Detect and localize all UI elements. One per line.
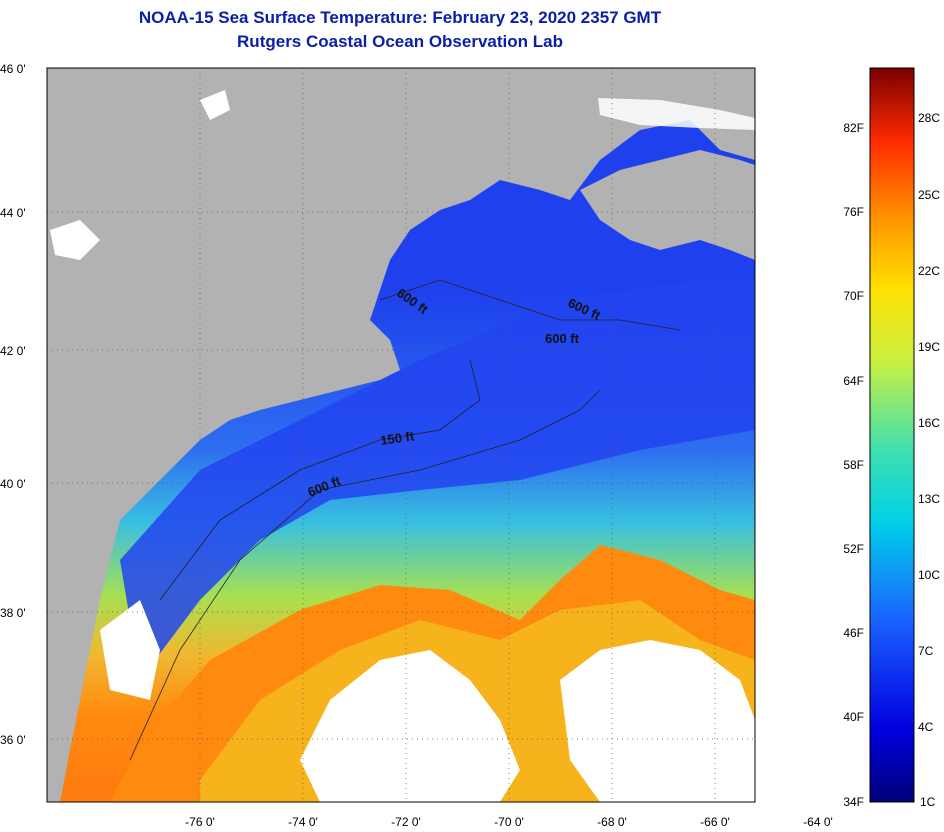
- contour-label: 150 ft: [379, 428, 415, 448]
- latitude-label: 40 0': [0, 477, 26, 491]
- colorbar-label-c: 19C: [918, 340, 940, 354]
- snow-patch: [200, 90, 230, 120]
- gulf-of-st-lawrence-ice: [598, 98, 755, 130]
- longitude-label: -64 0': [803, 815, 833, 829]
- colorbar-label-f: 40F: [843, 710, 864, 724]
- colorbar-fahrenheit-labels: 82F 76F 70F 64F 58F 52F 46F 40F 34F: [843, 121, 864, 809]
- cloud-cover-south: [300, 650, 520, 802]
- longitude-label: -76 0': [185, 815, 215, 829]
- colorbar-label-f: 46F: [843, 626, 864, 640]
- latitude-label: 38 0': [0, 606, 26, 620]
- map-panel: [47, 68, 755, 802]
- colorbar-label-c: 7C: [918, 644, 934, 658]
- snow-patch: [50, 220, 100, 260]
- colorbar-label-f: 76F: [843, 205, 864, 219]
- colorbar-label-f: 64F: [843, 374, 864, 388]
- cold-shelf-water: [120, 280, 755, 680]
- cloud-cover-southeast: [560, 640, 755, 802]
- longitude-label: -74 0': [288, 815, 318, 829]
- colorbar-label-f: 70F: [843, 289, 864, 303]
- latitude-axis: 46 0' 44 0' 42 0' 40 0' 38 0' 36 0': [0, 62, 26, 747]
- longitude-axis: -76 0' -74 0' -72 0' -70 0' -68 0' -66 0…: [185, 815, 833, 829]
- latitude-label: 42 0': [0, 344, 26, 358]
- latitude-label: 44 0': [0, 206, 26, 220]
- contour-label: 600 ft: [545, 331, 580, 346]
- colorbar-label-c: 10C: [918, 568, 940, 582]
- colorbar-label-c: 1C: [920, 795, 936, 809]
- longitude-label: -70 0': [494, 815, 524, 829]
- colorbar-label-c: 22C: [918, 264, 940, 278]
- contour-600ft: [129, 389, 601, 761]
- map-title: NOAA-15 Sea Surface Temperature: Februar…: [138, 8, 662, 27]
- colorbar-label-f: 34F: [843, 795, 864, 809]
- temperature-colorbar: [869, 67, 915, 803]
- latitude-label: 46 0': [0, 62, 26, 76]
- colorbar-label-c: 25C: [918, 188, 940, 202]
- colorbar-label-f: 58F: [843, 458, 864, 472]
- colorbar-label-f: 82F: [843, 121, 864, 135]
- longitude-label: -66 0': [700, 815, 730, 829]
- contour-150ft: [159, 359, 481, 601]
- cloud-cover-coast: [100, 600, 160, 700]
- latitude-label: 36 0': [0, 733, 26, 747]
- colorbar-label-c: 13C: [918, 492, 940, 506]
- map-frame: [46, 67, 756, 803]
- colorbar-celsius-labels: 28C 25C 22C 19C 16C 13C 10C 7C 4C 1C: [918, 111, 940, 809]
- colorbar-label-c: 28C: [918, 111, 940, 125]
- nova-scotia-landmass: [580, 150, 755, 260]
- longitude-label: -72 0': [391, 815, 421, 829]
- contour-600ft-gom: [379, 279, 681, 331]
- colorbar-label-f: 52F: [843, 542, 864, 556]
- map-subtitle: Rutgers Coastal Ocean Observation Lab: [237, 32, 563, 51]
- colorbar-label-c: 4C: [918, 720, 934, 734]
- north-america-landmass: [47, 68, 755, 802]
- graticule: [47, 68, 755, 802]
- longitude-label: -68 0': [597, 815, 627, 829]
- colorbar-label-c: 16C: [918, 416, 940, 430]
